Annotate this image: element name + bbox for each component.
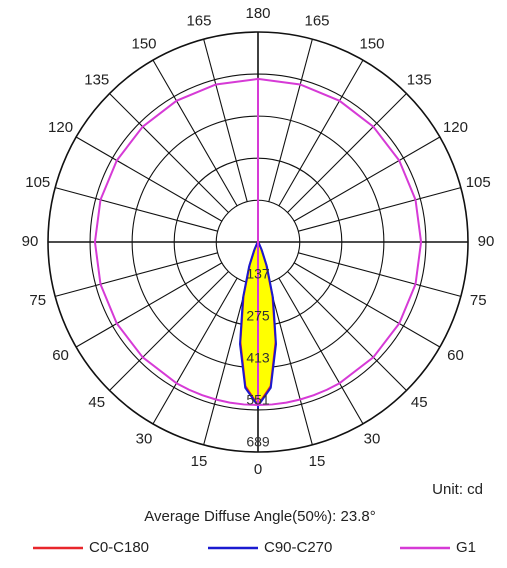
angle-label: 150 [131,36,156,53]
angle-label: 120 [443,119,468,136]
unit-label: Unit: cd [432,481,483,498]
grid-spoke [278,277,364,425]
grid-spoke [298,252,461,297]
angle-label: 120 [48,119,73,136]
grid-spoke [55,252,218,297]
r-tick-label: 689 [246,434,270,450]
series-line [257,77,423,407]
angle-label: 165 [186,13,211,30]
grid-spoke [268,282,313,445]
grid-spoke [109,93,229,213]
angle-label: 60 [447,347,464,364]
legend-label: C90-C270 [264,539,332,556]
series-line [93,77,259,407]
grid-spoke [287,271,407,391]
grid-spoke [203,282,248,445]
r-tick-label: 413 [246,350,270,366]
angle-label: 105 [25,174,50,191]
angle-label: 30 [136,430,153,447]
grid-spoke [152,59,238,207]
angle-label: 165 [304,13,329,30]
angle-label: 90 [22,233,39,250]
grid-spoke [298,187,461,232]
angle-label: 15 [309,453,326,470]
grid-spoke [268,39,313,202]
grid-spoke [293,262,441,348]
grid-spoke [203,39,248,202]
angle-label: 150 [359,36,384,53]
grid-spoke [75,136,223,222]
angle-label: 75 [29,292,46,309]
angle-label: 105 [466,174,491,191]
r-tick-label: 275 [246,308,270,324]
angle-label: 45 [88,394,105,411]
grid-spoke [278,59,364,207]
angle-label: 60 [52,347,69,364]
grid-spoke [75,262,223,348]
angle-label: 90 [478,233,495,250]
angle-label: 180 [245,5,270,22]
angle-label: 0 [254,461,262,478]
legend-label: C0-C180 [89,539,149,556]
r-tick-label: 551 [246,392,270,408]
legend-label: G1 [456,539,476,556]
grid-spoke [287,93,407,213]
angle-label: 75 [470,292,487,309]
angle-label: 30 [364,430,381,447]
angle-label: 45 [411,394,428,411]
angle-label: 135 [407,72,432,89]
angle-label: 135 [84,72,109,89]
grid-spoke [55,187,218,232]
grid-spoke [109,271,229,391]
angle-label: 15 [191,453,208,470]
r-tick-label: 137 [246,265,270,281]
grid-spoke [152,277,238,425]
annotation: Average Diffuse Angle(50%): 23.8° [144,508,375,525]
grid-spoke [293,136,441,222]
